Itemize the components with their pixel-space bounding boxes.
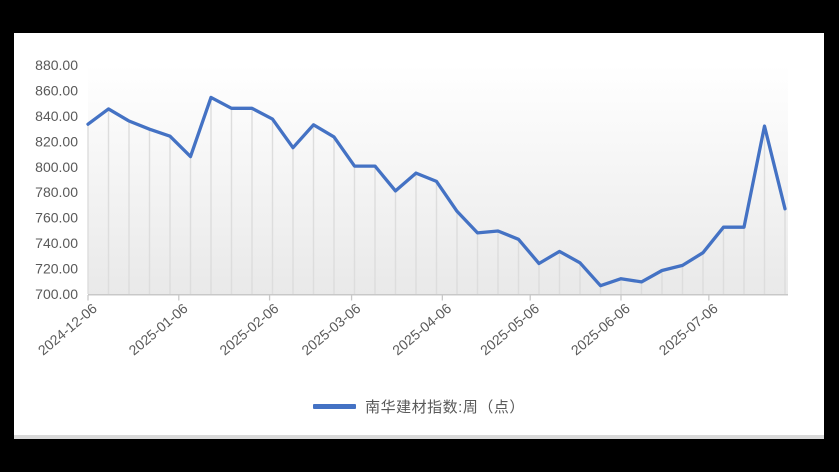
y-axis-label: 720.00: [35, 261, 78, 277]
y-axis-label: 740.00: [35, 235, 78, 251]
x-axis-label: 2025-01-06: [126, 300, 191, 358]
y-axis-label: 840.00: [35, 108, 78, 124]
x-axis-label: 2025-03-06: [298, 300, 363, 358]
y-axis-label: 880.00: [35, 57, 78, 73]
y-axis-label: 780.00: [35, 184, 78, 200]
series-line: [86, 95, 787, 288]
y-axis-label: 700.00: [35, 286, 78, 302]
legend-label: 南华建材指数:周（点）: [365, 398, 525, 416]
line-chart: 2024-12-06 2025-01-06 2025-02-06 2025-03-06…: [35, 57, 788, 358]
y-axis-label: 860.00: [35, 82, 78, 98]
x-axis-label: 2025-02-06: [216, 300, 281, 358]
legend-line-marker: [313, 403, 357, 409]
y-axis-label: 820.00: [35, 133, 78, 149]
x-axis-label: 2025-04-06: [389, 300, 454, 358]
plot-area: [88, 65, 788, 294]
chart-legend: 南华建材指数:周（点）: [14, 395, 824, 417]
x-axis-label: 2025-05-06: [477, 300, 542, 358]
x-axis-label: 2025-07-06: [656, 300, 721, 358]
y-axis-label: 800.00: [35, 159, 78, 175]
x-axis-label: 2025-06-06: [568, 300, 633, 358]
chart-panel: 2024-12-06 2025-01-06 2025-02-06 2025-03-06…: [14, 33, 824, 435]
y-axis-label: 760.00: [35, 210, 78, 226]
x-axis-label: 2024-12-06: [35, 300, 100, 358]
